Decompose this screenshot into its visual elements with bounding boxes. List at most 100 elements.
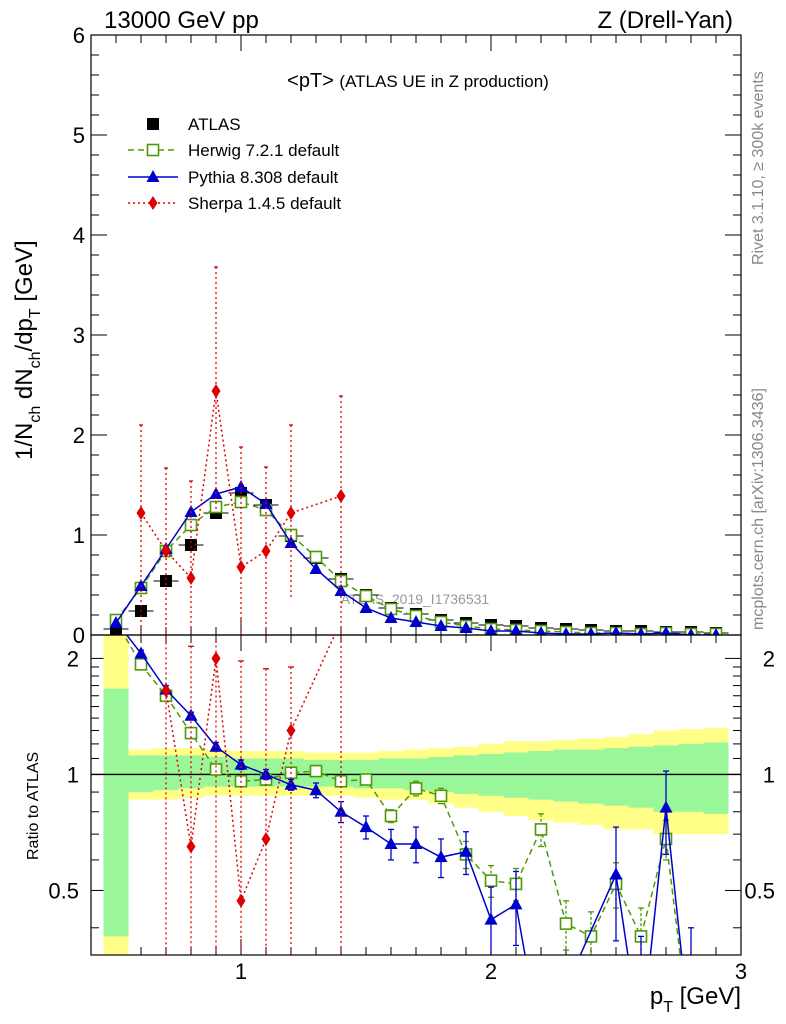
main-point <box>485 624 497 635</box>
band-green-bin <box>678 743 704 812</box>
main-point <box>510 624 522 635</box>
ratio-ytick-label-right: 1 <box>763 762 775 787</box>
side-label-bottom: mcplots.cern.ch [arXiv:1306.3436] <box>750 388 767 630</box>
ratio-point <box>134 658 148 671</box>
ratio-point <box>209 763 223 776</box>
main-point <box>384 611 398 623</box>
ratio-point <box>334 804 348 817</box>
main-point <box>636 627 646 635</box>
ratio-point <box>434 850 448 863</box>
main-ytick-label: 6 <box>73 23 85 48</box>
main-point <box>359 601 373 613</box>
ratio-uncertainty-bands <box>91 635 741 955</box>
main-point <box>611 626 621 635</box>
xlabel: pT [GeV] <box>650 983 741 1016</box>
main-point <box>661 626 671 635</box>
ratio-xtick-label: 2 <box>485 959 497 984</box>
band-green-bin <box>578 749 604 804</box>
main-point <box>434 619 448 631</box>
band-green-bin <box>603 748 629 806</box>
legend-label: Sherpa 1.4.5 default <box>188 194 341 213</box>
legend: ATLAS Herwig 7.2.1 default Pythia 8.308 de… <box>128 115 341 213</box>
side-label-top: Rivet 3.1.10, ≥ 300k events <box>750 71 767 265</box>
main-point <box>309 562 323 574</box>
ratio-ytick-label-right: 2 <box>763 646 775 671</box>
ratio-point <box>286 723 296 738</box>
header-left: 13000 GeV pp <box>104 7 259 34</box>
legend-label: ATLAS <box>188 115 241 134</box>
main-ylabel: 1/Nch dNch/dpT [GeV] <box>11 240 44 460</box>
main-point <box>459 621 473 633</box>
ratio-point <box>509 897 523 910</box>
legend-label: Herwig 7.2.1 default <box>188 141 339 160</box>
main-ytick-label: 4 <box>73 223 85 248</box>
band-green-bin <box>503 752 529 798</box>
header-right: Z (Drell-Yan) <box>597 7 733 34</box>
ratio-point <box>459 844 473 857</box>
main-series-diamond-filled <box>136 266 346 635</box>
ratio-point <box>359 820 373 833</box>
ratio-frame <box>90 634 742 956</box>
main-point <box>184 518 198 532</box>
ratio-point <box>186 839 196 854</box>
main-series <box>103 266 729 635</box>
ratio-point <box>384 836 398 849</box>
plot-title: <pT> (ATLAS UE in Z production) <box>287 70 549 92</box>
band-green-bin <box>703 742 729 814</box>
main-point <box>286 506 296 520</box>
ratio-point <box>234 757 248 770</box>
ratio-point <box>261 831 271 846</box>
ratio-point <box>409 782 423 795</box>
band-green-bin <box>628 746 654 808</box>
main-point <box>359 589 373 603</box>
main-ytick-label: 2 <box>73 423 85 448</box>
main-point <box>687 628 695 635</box>
ratio-series-diamond-filled <box>161 635 342 955</box>
band-green-bin <box>528 751 554 800</box>
main-point <box>136 506 146 520</box>
ratio-ytick-label: 2 <box>67 646 79 671</box>
main-point <box>536 626 546 635</box>
ratio-point <box>484 874 498 887</box>
ratio-point <box>659 800 673 813</box>
main-point <box>109 616 123 628</box>
ratio-point <box>134 646 148 659</box>
legend-marker <box>147 118 159 130</box>
ratio-ytick-label: 0.5 <box>48 878 79 903</box>
ratio-series <box>123 635 694 955</box>
main-ytick-label: 1 <box>73 523 85 548</box>
main-point <box>186 571 196 585</box>
main-point <box>586 627 596 635</box>
ratio-point <box>236 893 246 908</box>
ratio-point <box>161 683 171 698</box>
main-point <box>336 489 346 503</box>
legend-label: Pythia 8.308 default <box>188 168 339 187</box>
band-green-bin <box>103 688 129 937</box>
ratio-point <box>184 708 198 721</box>
ratio-point <box>409 836 423 849</box>
legend-marker <box>146 170 160 182</box>
main-point <box>561 627 571 635</box>
main-point <box>234 480 248 492</box>
ratio-ytick-label-right: 0.5 <box>744 878 775 903</box>
ratio-point <box>309 764 323 778</box>
ratio-xtick-label: 1 <box>235 959 247 984</box>
main-series-line <box>140 390 342 580</box>
ratio-point <box>484 912 498 925</box>
band-green-bin <box>378 758 404 789</box>
main-point <box>409 615 423 627</box>
ratio-point <box>434 789 448 803</box>
ratio-point <box>259 767 273 780</box>
ratio-point <box>559 917 573 930</box>
ratio-series-line <box>125 635 683 955</box>
main-point <box>334 584 348 596</box>
main-ytick-label: 5 <box>73 123 85 148</box>
ratio-xtick-label: 3 <box>735 959 747 984</box>
ratio-point <box>609 867 623 880</box>
ratio-ylabel: Ratio to ATLAS <box>25 752 42 860</box>
main-point <box>309 550 323 564</box>
main-point <box>236 560 246 574</box>
ratio-point <box>211 651 221 666</box>
main-point <box>261 544 271 558</box>
